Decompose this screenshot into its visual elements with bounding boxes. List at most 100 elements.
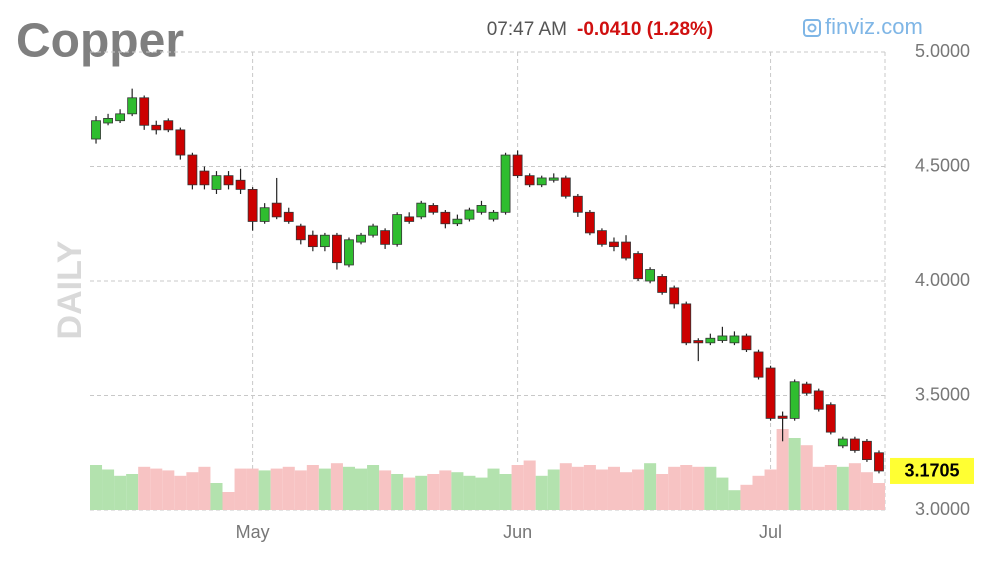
candle-body: [175, 129, 186, 156]
volume-bar: [836, 466, 849, 510]
y-tick-label: 4.0000: [915, 270, 970, 290]
volume-bar: [210, 483, 223, 510]
volume-bar: [680, 465, 693, 510]
candle-body: [139, 97, 150, 126]
candle-body: [115, 113, 126, 122]
candle-body: [319, 234, 330, 248]
volume-bar: [571, 466, 584, 510]
candle-body: [621, 241, 631, 259]
candle-body: [452, 218, 463, 225]
candle-body: [464, 209, 475, 220]
candle-body: [572, 195, 583, 213]
candle-body: [259, 207, 270, 222]
y-tick-label: 5.0000: [915, 41, 970, 61]
candle-body: [536, 177, 547, 186]
volume-bar: [620, 472, 633, 510]
candle-body: [440, 211, 451, 225]
source-label[interactable]: finviz.com: [825, 14, 923, 39]
candle-body: [488, 211, 499, 220]
volume-bar: [595, 469, 608, 510]
volume-bar: [379, 470, 392, 510]
x-tick-label: Jul: [759, 522, 782, 542]
volume-bar: [752, 475, 765, 510]
chart-title: Copper: [16, 15, 184, 68]
volume-bar: [740, 484, 753, 510]
candle-body: [633, 253, 643, 280]
volume-bar: [198, 466, 211, 510]
candle-body: [609, 241, 619, 248]
candles: [91, 88, 884, 474]
candle-body: [428, 205, 439, 213]
volume-bar: [704, 466, 717, 510]
volume-bar: [668, 466, 681, 510]
candle-body: [91, 120, 101, 140]
volume-bar: [451, 472, 464, 510]
volume-bar: [102, 469, 115, 510]
volume-bar: [728, 490, 741, 510]
volume-bar: [342, 466, 355, 510]
x-tick-label: Jun: [503, 522, 532, 542]
candle-body: [669, 287, 680, 305]
source-logo: [803, 19, 821, 37]
candle-body: [862, 440, 872, 461]
volume-bar: [523, 460, 536, 510]
volume-bar: [222, 492, 235, 510]
candle-body: [717, 335, 728, 341]
volume-bar: [848, 463, 861, 510]
volume-bar: [644, 463, 657, 510]
grid: [90, 51, 886, 511]
candle-body: [211, 175, 222, 190]
candle-body: [187, 154, 198, 186]
candle-body: [404, 216, 415, 222]
volume-bar: [632, 469, 645, 510]
volume-bar: [860, 472, 873, 510]
volume-bar: [511, 465, 524, 510]
candle-body: [741, 335, 752, 351]
volume-bar: [306, 465, 319, 510]
volume-bar: [776, 429, 789, 510]
candle-body: [199, 170, 210, 186]
volume-bar: [270, 468, 283, 510]
candle-body: [789, 381, 800, 419]
candle-body: [332, 234, 342, 264]
volume-bar: [692, 466, 705, 510]
candle-body: [693, 340, 704, 344]
last-price-box: [890, 457, 974, 484]
volume-bar: [559, 463, 572, 510]
volume-bar: [800, 445, 813, 510]
candle-body: [476, 205, 487, 213]
candle-body: [548, 177, 559, 181]
candle-body: [271, 202, 282, 218]
candle-body: [223, 175, 234, 186]
candle-body: [813, 390, 824, 410]
volume-bar: [487, 468, 500, 510]
volume-bar: [427, 474, 440, 510]
volume-bar: [138, 466, 151, 510]
volume-bar: [439, 470, 452, 510]
volume-bar: [716, 477, 729, 510]
candle-body: [295, 225, 306, 241]
candle-body: [127, 97, 138, 115]
y-tick-label: 4.5000: [915, 155, 970, 175]
candle-body: [645, 269, 656, 282]
volume-bar: [162, 470, 175, 510]
candle-body: [849, 438, 860, 451]
volume-bar: [583, 465, 596, 510]
volume-bar: [367, 465, 380, 510]
candle-body: [584, 211, 595, 234]
candle-body: [765, 367, 776, 419]
volume-bar: [403, 477, 416, 510]
change-label: -0.0410 (1.28%): [577, 19, 713, 40]
y-tick-label: 3.0000: [915, 499, 970, 519]
candle-body: [729, 335, 740, 344]
volume-bar: [656, 474, 669, 510]
candle-body: [356, 234, 366, 243]
candle-body: [307, 234, 318, 248]
candle-body: [235, 179, 246, 190]
volume-bar: [812, 466, 825, 510]
volume-bar: [764, 469, 777, 510]
candle-body: [705, 337, 716, 344]
candle-body: [392, 214, 403, 245]
